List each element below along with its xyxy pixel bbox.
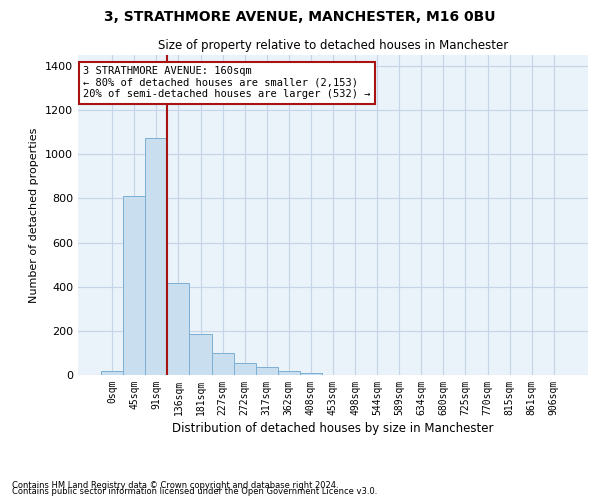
Y-axis label: Number of detached properties: Number of detached properties xyxy=(29,128,40,302)
Text: Contains public sector information licensed under the Open Government Licence v3: Contains public sector information licen… xyxy=(12,487,377,496)
Bar xyxy=(233,363,256,375)
Bar xyxy=(278,370,300,375)
Bar xyxy=(123,196,145,375)
Bar xyxy=(256,368,278,375)
Bar xyxy=(300,373,322,375)
Bar xyxy=(167,284,190,375)
Bar xyxy=(101,370,123,375)
Text: Contains HM Land Registry data © Crown copyright and database right 2024.: Contains HM Land Registry data © Crown c… xyxy=(12,481,338,490)
X-axis label: Distribution of detached houses by size in Manchester: Distribution of detached houses by size … xyxy=(172,422,494,435)
Text: 3 STRATHMORE AVENUE: 160sqm
← 80% of detached houses are smaller (2,153)
20% of : 3 STRATHMORE AVENUE: 160sqm ← 80% of det… xyxy=(83,66,371,100)
Text: 3, STRATHMORE AVENUE, MANCHESTER, M16 0BU: 3, STRATHMORE AVENUE, MANCHESTER, M16 0B… xyxy=(104,10,496,24)
Bar xyxy=(145,138,167,375)
Bar xyxy=(212,353,233,375)
Title: Size of property relative to detached houses in Manchester: Size of property relative to detached ho… xyxy=(158,40,508,52)
Bar xyxy=(190,334,212,375)
